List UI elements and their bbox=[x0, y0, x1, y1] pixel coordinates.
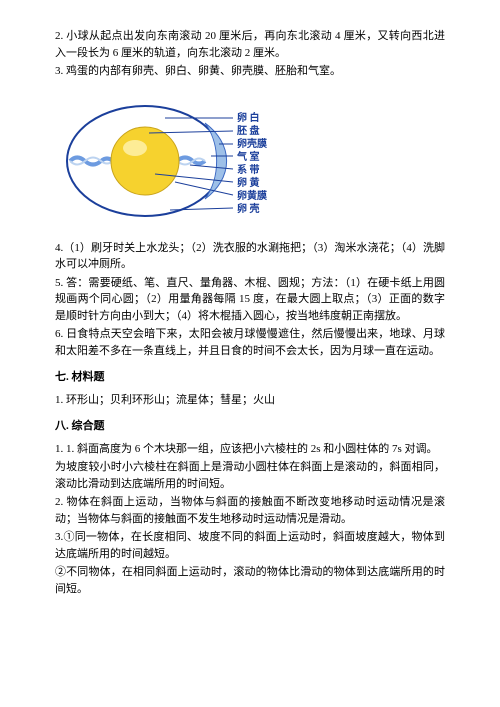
label-albumen: 卵 白 bbox=[237, 111, 260, 124]
question-6: 6. 日食特点天空会暗下来，太阳会被月球慢慢遮住，然后慢慢出来，地球、月球和太阳… bbox=[55, 326, 445, 359]
question-4: 4.（1）刷牙时关上水龙头；（2）洗衣服的水涮拖把；（3）淘米水浇花；（4）洗脚… bbox=[55, 240, 445, 273]
label-air-space: 气 室 bbox=[236, 150, 260, 163]
label-yolk: 卵 黄 bbox=[237, 176, 260, 189]
question-3: 3. 鸡蛋的内部有卵壳、卵白、卵黄、卵壳膜、胚胎和气室。 bbox=[55, 63, 445, 80]
section-7-heading: 七. 材料题 bbox=[55, 369, 445, 386]
section-8-q3-cont: ②不同物体，在相同斜面上运动时，滚动的物体比滑动的物体到达底端所用的时间短。 bbox=[55, 564, 445, 597]
section-8-q2: 2. 物体在斜面上运动，当物体与斜面的接触面不断改变地移动时运动情况是滚动；当物… bbox=[55, 494, 445, 527]
question-2: 2. 小球从起点出发向东南滚动 20 厘米后，再向东北滚动 4 厘米，又转向西北… bbox=[55, 28, 445, 61]
question-5: 5. 答：需要硬纸、笔、直尺、量角器、木棍、圆规；方法：（1）在硬卡纸上用圆规画… bbox=[55, 275, 445, 325]
section-8-q1: 1. 1. 斜面高度为 6 个木块那一组，应该把小六棱柱的 2s 和小圆柱体的 … bbox=[55, 441, 445, 458]
yolk-highlight bbox=[123, 140, 147, 156]
label-shell-membrane: 卵壳膜 bbox=[237, 137, 267, 150]
section-8-q1-cont: 为坡度较小时小六棱柱在斜面上是滑动小圆柱体在斜面上是滚动的，斜面相同，滚动比滑动… bbox=[55, 459, 445, 492]
section-8-heading: 八. 综合题 bbox=[55, 418, 445, 435]
egg-yolk bbox=[111, 127, 179, 195]
label-chalaza: 系 带 bbox=[237, 163, 260, 176]
section-7-q1: 1. 环形山；贝利环形山；流星体；彗星；火山 bbox=[55, 392, 445, 409]
label-germinal-disc: 胚 盘 bbox=[237, 124, 260, 137]
label-yolk-membrane: 卵黄膜 bbox=[237, 189, 267, 202]
egg-diagram: 卵 白 胚 盘 卵壳膜 气 室 系 带 卵 黄 卵黄膜 卵 壳 bbox=[55, 86, 305, 236]
label-shell: 卵 壳 bbox=[237, 202, 260, 215]
section-8-q3: 3.①同一物体，在长度相同、坡度不同的斜面上运动时，斜面坡度越大，物体到达底端所… bbox=[55, 529, 445, 562]
